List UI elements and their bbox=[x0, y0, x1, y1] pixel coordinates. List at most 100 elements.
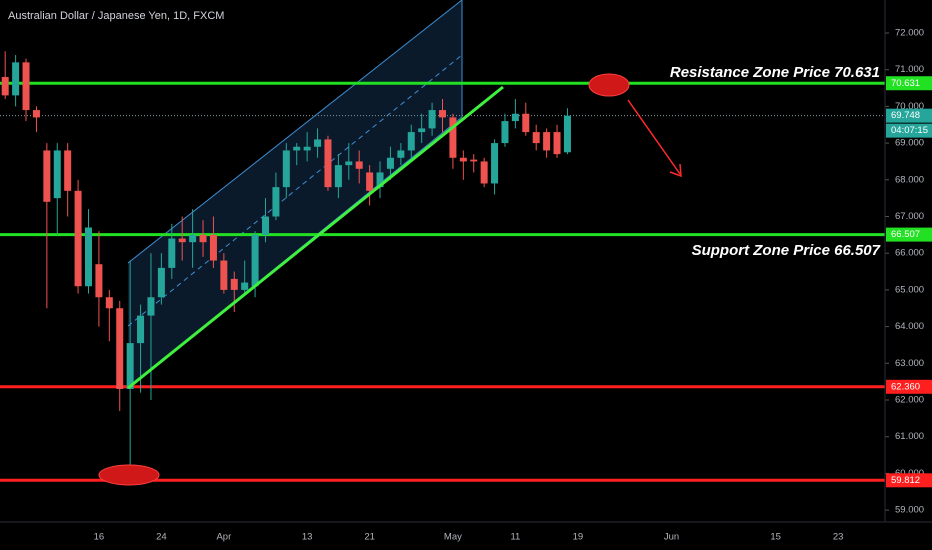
level-label-box bbox=[886, 227, 932, 242]
x-tick-label: 21 bbox=[364, 532, 375, 543]
candle-body bbox=[470, 159, 478, 162]
y-tick-label: 62.000 bbox=[895, 395, 924, 406]
y-tick-label: 61.000 bbox=[895, 431, 924, 442]
candle-body bbox=[95, 264, 103, 298]
candle-body bbox=[272, 187, 280, 217]
candle-body bbox=[314, 139, 322, 147]
candle-body bbox=[1, 77, 9, 96]
candle-body bbox=[397, 150, 405, 158]
candle-body bbox=[220, 260, 228, 290]
candle-body bbox=[428, 110, 436, 129]
candle-body bbox=[262, 216, 269, 235]
candle-body bbox=[324, 139, 332, 188]
chart-title: Australian Dollar / Japanese Yen, 1D, FX… bbox=[8, 10, 224, 22]
candle-body bbox=[553, 132, 561, 155]
countdown-box bbox=[886, 123, 932, 138]
candle-body bbox=[147, 297, 155, 316]
candle-body bbox=[74, 190, 82, 287]
candle-body bbox=[53, 150, 61, 199]
level-label: 66.507 bbox=[891, 229, 920, 240]
x-tick-label: Apr bbox=[216, 532, 231, 543]
candle-body bbox=[168, 238, 176, 268]
candle-body bbox=[251, 234, 259, 287]
candle-body bbox=[407, 132, 415, 151]
candle-body bbox=[105, 297, 113, 309]
candle-body bbox=[366, 172, 374, 191]
candle-body bbox=[178, 238, 186, 243]
candle-body bbox=[116, 308, 124, 389]
channel-upper bbox=[127, 0, 463, 264]
y-tick-label: 71.000 bbox=[895, 64, 924, 75]
arrow bbox=[627, 99, 681, 175]
candle-body bbox=[355, 161, 363, 169]
candle-body bbox=[43, 150, 51, 202]
x-tick-label: 16 bbox=[94, 532, 105, 543]
candle-body bbox=[563, 115, 571, 153]
candle-body bbox=[532, 132, 540, 144]
candle-body bbox=[334, 165, 342, 188]
x-tick-label: 11 bbox=[510, 532, 520, 543]
x-tick-label: May bbox=[444, 532, 462, 543]
candle-body bbox=[480, 161, 488, 184]
candle-body bbox=[241, 282, 249, 290]
x-tick-label: 23 bbox=[833, 532, 844, 543]
candle-body bbox=[386, 157, 394, 169]
candle-body bbox=[459, 157, 467, 162]
x-tick-label: 15 bbox=[770, 532, 781, 543]
y-tick-label: 64.000 bbox=[895, 321, 924, 332]
y-tick-label: 63.000 bbox=[895, 358, 924, 369]
candle-body bbox=[543, 132, 551, 151]
level-label: 59.812 bbox=[891, 475, 920, 486]
x-tick-label: Jun bbox=[664, 532, 679, 543]
candle-body bbox=[418, 128, 426, 133]
candle-body bbox=[345, 161, 353, 166]
candle-body bbox=[376, 172, 384, 188]
candle-body bbox=[137, 315, 145, 344]
level-label: 62.360 bbox=[891, 381, 920, 392]
y-tick-label: 72.000 bbox=[895, 28, 924, 39]
level-label: 70.631 bbox=[891, 78, 920, 89]
candle-body bbox=[303, 146, 311, 151]
candle-body bbox=[126, 343, 134, 389]
x-tick-label: 19 bbox=[573, 532, 584, 543]
candle-body bbox=[85, 227, 92, 287]
candle-body bbox=[157, 267, 165, 298]
candle-body bbox=[449, 117, 457, 158]
y-tick-label: 59.000 bbox=[895, 505, 924, 516]
candle-body bbox=[230, 278, 238, 290]
candle-body bbox=[199, 234, 207, 243]
candle-body bbox=[32, 110, 40, 118]
y-tick-label: 68.000 bbox=[895, 174, 924, 185]
x-tick-label: 13 bbox=[302, 532, 313, 543]
y-tick-label: 69.000 bbox=[895, 138, 924, 149]
last-price-label: 69.748 bbox=[891, 110, 920, 121]
candle-body bbox=[209, 234, 217, 261]
y-tick-label: 67.000 bbox=[895, 211, 924, 222]
y-tick-label: 66.000 bbox=[895, 248, 924, 259]
candle-body bbox=[293, 146, 301, 151]
y-tick-label: 65.000 bbox=[895, 284, 924, 295]
zone-marker bbox=[588, 73, 630, 97]
channel-fill bbox=[128, 0, 462, 388]
candle-body bbox=[282, 150, 290, 188]
candle-body bbox=[491, 143, 499, 184]
level-label-box bbox=[886, 76, 932, 91]
candle-body bbox=[64, 150, 72, 191]
annotation: Resistance Zone Price 70.631 bbox=[670, 64, 880, 81]
annotation: Support Zone Price 66.507 bbox=[692, 242, 881, 259]
candle-body bbox=[189, 234, 197, 243]
countdown-label: 04:07:15 bbox=[891, 125, 928, 136]
last-price-box bbox=[886, 108, 932, 123]
candle-body bbox=[12, 62, 20, 96]
candle-body bbox=[439, 110, 446, 118]
level-label-box bbox=[886, 473, 932, 488]
x-tick-label: 24 bbox=[156, 532, 167, 543]
candle-body bbox=[501, 121, 509, 144]
candle-body bbox=[522, 113, 530, 133]
zone-marker bbox=[98, 464, 160, 486]
candle-body bbox=[511, 113, 519, 122]
arrow-head bbox=[669, 163, 682, 178]
y-tick-label: 70.000 bbox=[895, 101, 924, 112]
